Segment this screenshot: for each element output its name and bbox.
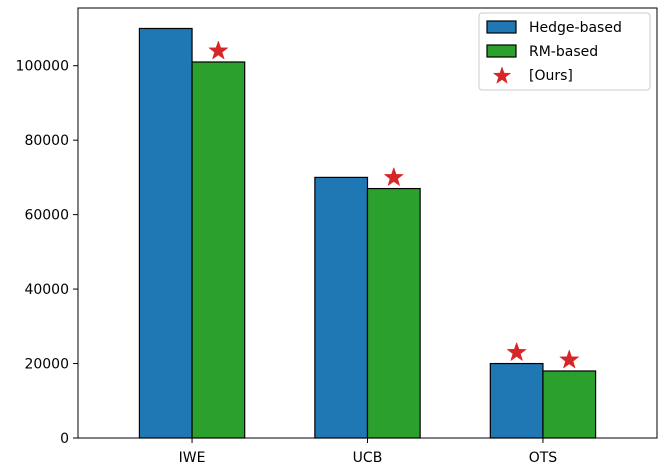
- star-marker-ots-rm-based: [559, 349, 580, 369]
- legend-star-icon: [492, 66, 512, 84]
- y-tick-label: 100000: [16, 59, 69, 75]
- y-axis: 0 20000 40000 60000 80000 100000: [16, 59, 78, 447]
- markers-layer: [208, 40, 580, 369]
- x-tick-label-ucb: UCB: [353, 450, 383, 466]
- bar-rm-based-ots: [542, 370, 597, 439]
- bar-hedge-based-iwe: [138, 27, 193, 439]
- bar-hedge-based-ots: [489, 362, 544, 439]
- y-tick-label: 80000: [24, 133, 69, 149]
- star-marker-iwe-rm-based: [208, 40, 229, 60]
- x-tick-label-ots: OTS: [529, 450, 558, 466]
- legend-label-hedge-based: Hedge-based: [529, 20, 622, 36]
- bar-rm-based-iwe: [191, 61, 246, 439]
- legend-swatch-hedge-based: [486, 20, 517, 34]
- y-tick-label: 20000: [24, 357, 69, 373]
- star-marker-ots-hedge-based: [506, 341, 527, 362]
- legend: Hedge-based RM-based [Ours]: [478, 12, 651, 91]
- bar-rm-based-ucb: [366, 187, 421, 439]
- legend-swatch-rm-based: [486, 44, 517, 58]
- star-marker-ucb-rm-based: [383, 166, 405, 187]
- x-tick-label-iwe: IWE: [179, 450, 206, 466]
- bars-layer: [138, 27, 597, 439]
- legend-label-rm-based: RM-based: [529, 44, 598, 60]
- legend-label-ours: [Ours]: [529, 68, 573, 84]
- y-tick-label: 40000: [24, 282, 69, 298]
- x-axis: IWE UCB OTS: [179, 438, 558, 466]
- legend-box: [478, 12, 651, 91]
- y-tick-label: 0: [60, 431, 69, 447]
- y-tick-label: 60000: [24, 208, 69, 224]
- bar-hedge-based-ucb: [314, 176, 369, 439]
